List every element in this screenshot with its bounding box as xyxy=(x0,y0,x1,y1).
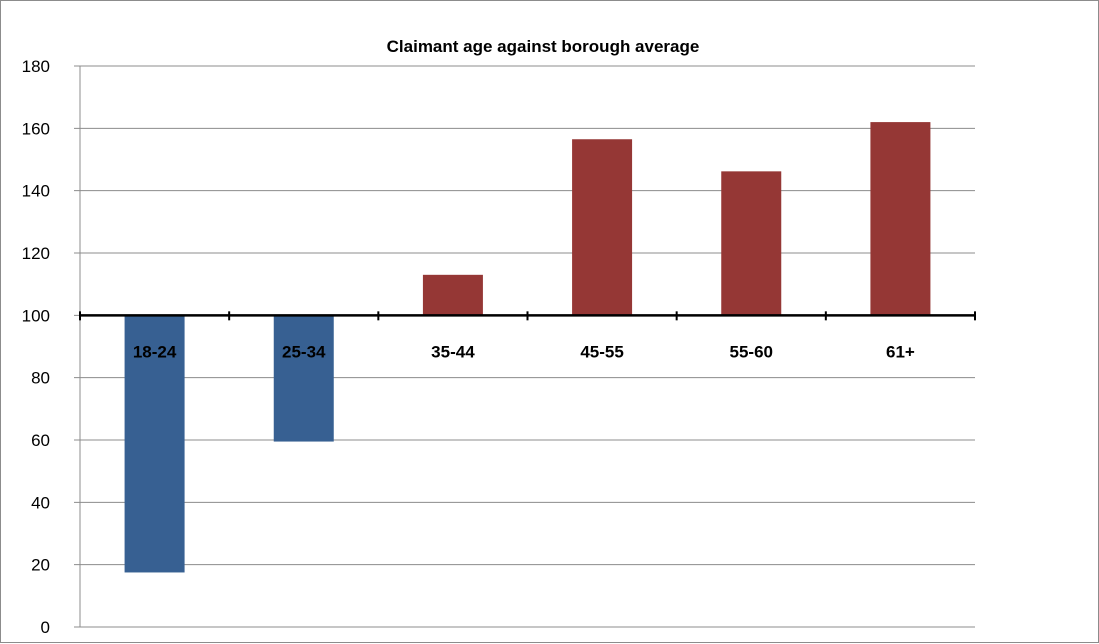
y-tick-label: 140 xyxy=(22,182,50,201)
bar-35-44 xyxy=(422,274,483,316)
y-tick-label: 120 xyxy=(22,244,50,263)
bar-18-24 xyxy=(124,315,185,573)
x-tick-label: 61+ xyxy=(886,342,915,361)
y-tick-label: 0 xyxy=(41,618,50,637)
x-tick-label: 35-44 xyxy=(431,342,475,361)
y-tick-label: 100 xyxy=(22,306,50,325)
x-axis-ticks: 18-24 25-34 35-44 45-55 55-60 61+ xyxy=(133,342,915,361)
bar-55-60 xyxy=(721,171,782,316)
y-tick-label: 160 xyxy=(22,119,50,138)
y-tick-label: 20 xyxy=(31,556,50,575)
x-tick-label: 45-55 xyxy=(580,342,623,361)
y-tick-label: 60 xyxy=(31,431,50,450)
x-tick-label: 25-34 xyxy=(282,342,326,361)
y-axis-ticks: 0 20 40 60 80 100 120 140 160 180 xyxy=(22,57,50,637)
category-axis xyxy=(79,311,976,321)
y-tick-label: 180 xyxy=(22,57,50,76)
x-tick-label: 55-60 xyxy=(730,342,773,361)
bars xyxy=(124,122,931,573)
gridlines xyxy=(74,65,975,628)
x-tick-label: 18-24 xyxy=(133,342,177,361)
bar-25-34 xyxy=(273,315,334,442)
chart-title: Claimant age against borough average xyxy=(387,37,700,56)
bar-61+ xyxy=(870,122,931,316)
y-tick-label: 80 xyxy=(31,369,50,388)
bar-45-55 xyxy=(572,139,633,316)
y-tick-label: 40 xyxy=(31,493,50,512)
